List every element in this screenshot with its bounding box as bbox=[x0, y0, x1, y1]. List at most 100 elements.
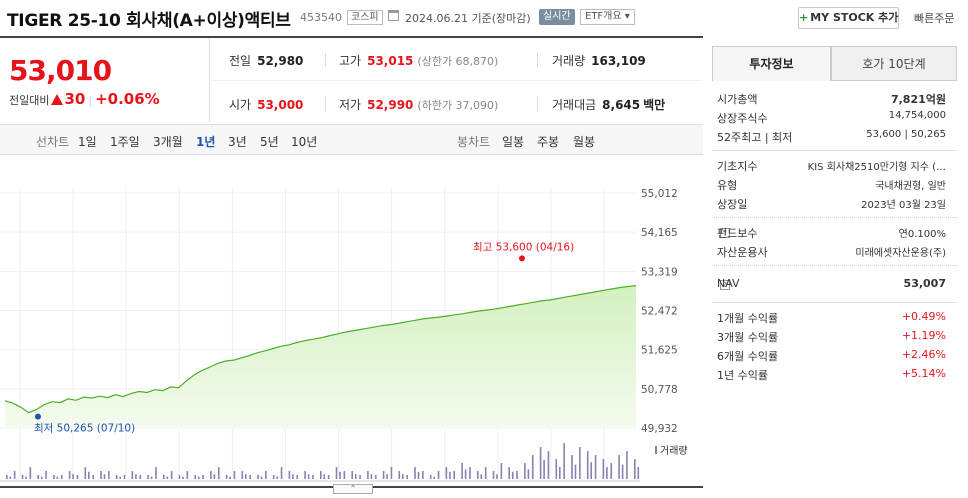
stock-header: TIGER 25-10 회사채(A+이상)액티브 453540 코스피 2024… bbox=[0, 0, 968, 36]
volume-bar bbox=[260, 476, 263, 479]
x-tick-label: 05/02 bbox=[537, 485, 567, 486]
volume-bar bbox=[229, 476, 231, 479]
date-value: 2024.06.21 bbox=[405, 12, 468, 25]
volume-bar bbox=[245, 474, 247, 479]
tab-period-1w[interactable]: 1주일 bbox=[110, 135, 140, 149]
tab-period-3y[interactable]: 3년 bbox=[228, 135, 247, 149]
volume-bar bbox=[618, 455, 620, 479]
volume-bar bbox=[461, 463, 463, 479]
y-tick-label: 55,012 bbox=[641, 188, 678, 200]
info-row: 기초지수 KIS 회사채2510만기형 지수 (… bbox=[717, 158, 946, 176]
info-label: 시가총액 bbox=[717, 93, 758, 106]
volume-bar bbox=[637, 467, 640, 479]
nav-row: NAV? 53,007 bbox=[717, 277, 946, 295]
amount-unit: 백만 bbox=[643, 98, 666, 112]
volume-bar bbox=[100, 471, 102, 479]
low-label: 최저 50,265 (07/10) bbox=[34, 423, 135, 435]
tab-invest-info[interactable]: 투자정보 bbox=[712, 46, 831, 81]
divider bbox=[537, 53, 538, 67]
stock-code: 453540 bbox=[300, 11, 342, 24]
volume-bar bbox=[249, 475, 251, 479]
volume-bar bbox=[21, 475, 24, 479]
volume-bar bbox=[25, 476, 27, 479]
volume-bar bbox=[610, 463, 613, 479]
price-chart[interactable]: 55,012 54,165 53,319 52,472 51,625 50,778 49,9… bbox=[0, 156, 703, 486]
info-value: 53,600 | 50,265 bbox=[866, 129, 946, 140]
chevron-up-icon[interactable]: ⌃ bbox=[333, 484, 373, 494]
etf-overview-dropdown[interactable]: ETF개요 ▾ bbox=[580, 9, 635, 25]
tab-period-1y[interactable]: 1년 bbox=[196, 135, 216, 149]
info-label: 상장일 bbox=[717, 198, 748, 211]
price-chart-panel: 53,010 전일대비 30 | +0.06% 전일 52,980 고가 53,015 (상… bbox=[0, 36, 703, 488]
tab-period-1d[interactable]: 1일 bbox=[78, 135, 97, 149]
quote-value: 8,645 bbox=[602, 98, 641, 112]
volume-bar bbox=[292, 474, 294, 479]
tab-candle-chart[interactable]: 봉차트 bbox=[457, 135, 491, 149]
divider bbox=[712, 150, 957, 151]
volume-bar bbox=[484, 467, 487, 479]
volume-bar bbox=[335, 467, 338, 479]
volume-bar bbox=[464, 469, 467, 479]
add-my-stock-button[interactable]: + MY STOCK 추가 bbox=[798, 7, 899, 29]
volume-bar bbox=[108, 471, 110, 479]
volume-bar bbox=[241, 471, 244, 479]
tab-candle-month[interactable]: 월봉 bbox=[573, 135, 596, 149]
quote-value: 163,109 bbox=[591, 54, 646, 68]
volume-bar bbox=[563, 443, 565, 479]
high-label: 최고 53,600 (04/16) bbox=[473, 241, 574, 253]
x-tick-label: 03/04 bbox=[431, 485, 462, 486]
volume-bar bbox=[119, 476, 121, 479]
help-icon[interactable]: ? bbox=[720, 228, 730, 238]
return-row: 1년 수익률 +5.14% bbox=[717, 367, 946, 385]
price-change: 전일대비 30 | +0.06% bbox=[9, 90, 160, 108]
volume-bar bbox=[304, 471, 306, 479]
quick-order-link[interactable]: 빠른주문 bbox=[914, 12, 955, 25]
info-label: NAV bbox=[717, 277, 740, 290]
volume-bar bbox=[170, 471, 173, 479]
upper-limit: (상한가 68,870) bbox=[417, 55, 499, 68]
info-label: 1년 수익률 bbox=[717, 369, 768, 382]
info-value: +5.14% bbox=[901, 367, 946, 380]
tab-line-chart[interactable]: 선차트 bbox=[36, 135, 70, 149]
volume-bar bbox=[626, 451, 628, 479]
divider bbox=[712, 302, 957, 303]
info-label: 자산운용사 bbox=[717, 246, 768, 259]
volume-bar bbox=[437, 471, 440, 479]
volume-bar bbox=[571, 455, 573, 479]
quote-high: 고가 53,015 (상한가 68,870) bbox=[339, 52, 498, 94]
volume-bar bbox=[374, 475, 377, 479]
volume-bar bbox=[115, 475, 118, 479]
volume-bar bbox=[225, 475, 228, 479]
volume-bar bbox=[367, 471, 369, 479]
volume-bar bbox=[131, 471, 134, 479]
realtime-button[interactable]: 실시간 bbox=[539, 9, 575, 25]
tab-candle-day[interactable]: 일봉 bbox=[502, 135, 525, 149]
quote-label: 저가 bbox=[339, 98, 362, 112]
volume-bar bbox=[9, 476, 12, 479]
volume-bar bbox=[555, 459, 558, 479]
tab-period-10y[interactable]: 10년 bbox=[291, 135, 318, 149]
y-tick-label: 53,319 bbox=[641, 266, 678, 278]
tab-hoga-10[interactable]: 호가 10단계 bbox=[831, 46, 957, 81]
y-tick-label: 50,778 bbox=[641, 384, 678, 396]
tab-period-5y[interactable]: 5년 bbox=[260, 135, 279, 149]
volume-bar bbox=[280, 467, 283, 479]
current-price-box: 53,010 전일대비 30 | +0.06% bbox=[0, 38, 210, 122]
volume-bar bbox=[386, 474, 388, 479]
quote-label: 고가 bbox=[339, 54, 362, 68]
info-value: KIS 회사채2510만기형 지수 (… bbox=[807, 162, 946, 173]
volume-bar bbox=[197, 476, 200, 479]
plus-icon: + bbox=[799, 11, 809, 24]
help-icon[interactable]: ? bbox=[720, 280, 730, 290]
info-tabs: 투자정보 호가 10단계 bbox=[712, 46, 957, 81]
tab-candle-week[interactable]: 주봉 bbox=[537, 135, 560, 149]
volume-bar bbox=[296, 475, 299, 479]
volume-bar bbox=[606, 467, 608, 479]
volume-bar bbox=[414, 467, 416, 479]
volume-bar bbox=[233, 471, 236, 479]
tab-period-3m[interactable]: 3개월 bbox=[153, 135, 183, 149]
volume-bar bbox=[445, 467, 448, 479]
info-row: 시가총액 7,821억원 bbox=[717, 91, 946, 109]
divider bbox=[325, 97, 326, 111]
